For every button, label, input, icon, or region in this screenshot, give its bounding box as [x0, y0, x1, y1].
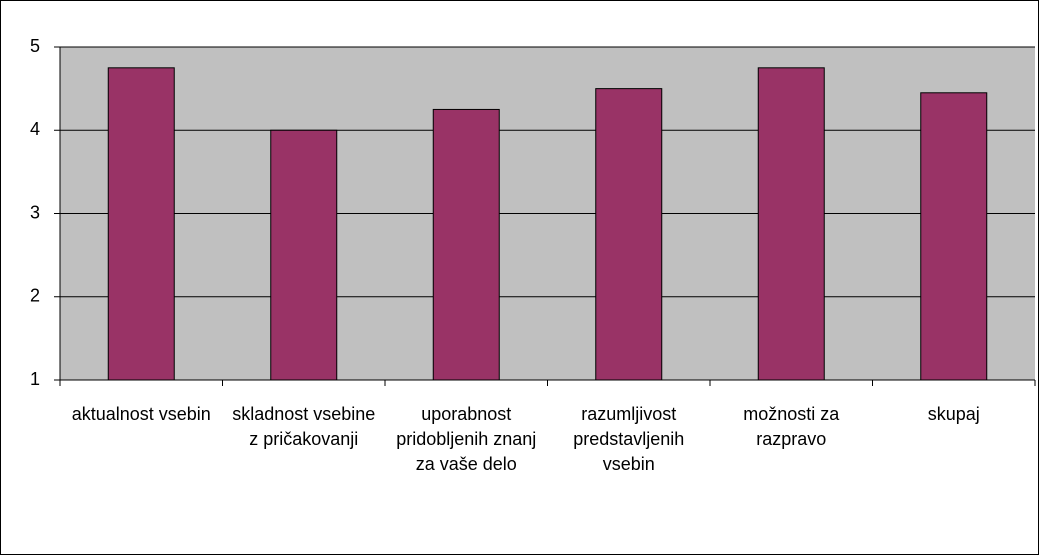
x-tick-label: aktualnost vsebin	[71, 404, 211, 424]
y-tick-label: 1	[30, 369, 40, 389]
y-tick-label: 2	[30, 286, 40, 306]
y-tick-label: 3	[30, 202, 40, 222]
x-tick-label: možnosti za razpravo	[743, 404, 840, 449]
bar	[920, 92, 988, 381]
x-tick-label: uporabnost pridobljenih znanj za vaše de…	[396, 404, 537, 474]
bar	[270, 129, 338, 381]
x-tick-label: skupaj	[927, 404, 980, 424]
bar	[757, 67, 825, 381]
bar	[432, 108, 500, 381]
y-tick-label: 4	[30, 119, 40, 139]
x-tick-label: razumljivost predstavljenih vsebin	[573, 404, 685, 474]
x-tick-label: skladnost vsebine z pričakovanji	[232, 404, 376, 449]
y-tick-label: 5	[30, 36, 40, 56]
bar	[595, 88, 663, 381]
bar	[107, 67, 175, 381]
